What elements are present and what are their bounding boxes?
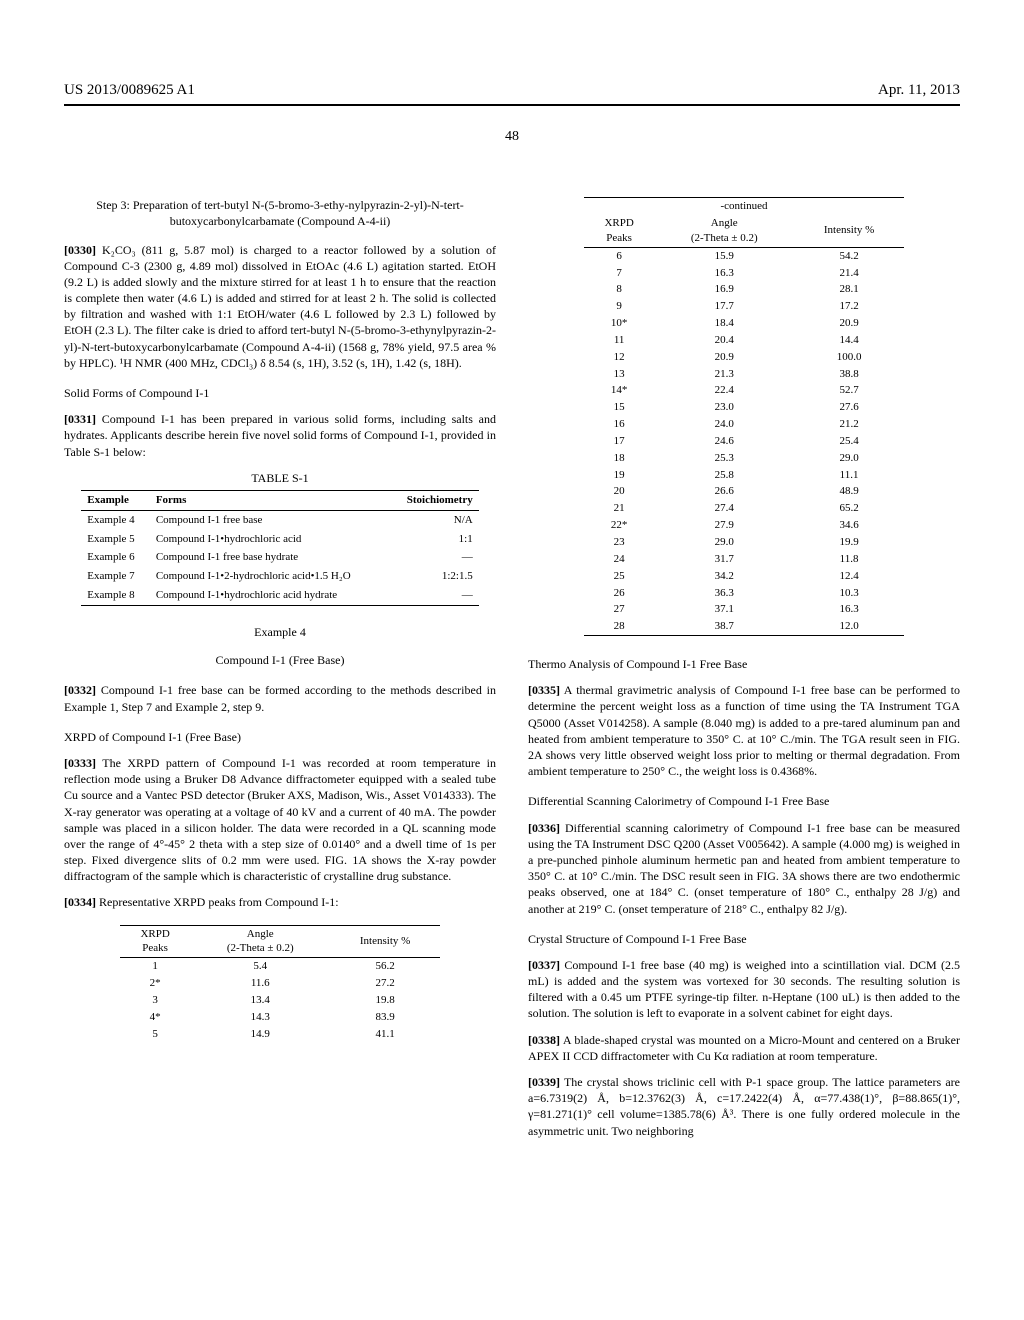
xrpd-table-part1: XRPD Peaks Angle (2-Theta ± 0.2) Intensi… (120, 925, 440, 1043)
table-row: 2737.116.3 (584, 601, 904, 618)
right-column: -continued XRPD Peaks Angle (2-Theta ± 0… (528, 197, 960, 1149)
xrpd-header-row: XRPD Peaks Angle (2-Theta ± 0.2) Intensi… (120, 925, 440, 958)
dsc-title: Differential Scanning Calorimetry of Com… (528, 793, 960, 809)
table-row: 1925.811.1 (584, 467, 904, 484)
para-0333: [0333] The XRPD pattern of Compound I-1 … (64, 755, 496, 885)
left-column: Step 3: Preparation of tert-butyl N-(5-b… (64, 197, 496, 1149)
table-row: 615.954.2 (584, 247, 904, 264)
xrpd-title: XRPD of Compound I-1 (Free Base) (64, 729, 496, 745)
table-row: 2127.465.2 (584, 500, 904, 517)
table-row: 1220.9100.0 (584, 349, 904, 366)
table-row: 816.928.1 (584, 281, 904, 298)
para-0332: [0332] Compound I-1 free base can be for… (64, 682, 496, 714)
example4-sub: Compound I-1 (Free Base) (64, 652, 496, 668)
para-0330-text: K₂CO₃ (811 g, 5.87 mol) is charged to a … (64, 243, 496, 370)
patent-page: US 2013/0089625 A1 Apr. 11, 2013 48 Step… (0, 0, 1024, 1189)
table-s1-caption: TABLE S-1 (64, 470, 496, 486)
para-num-0330: [0330] (64, 243, 96, 257)
th-example: Example (81, 490, 150, 510)
para-num-0335: [0335] (528, 683, 560, 697)
para-0335: [0335] A thermal gravimetric analysis of… (528, 682, 960, 779)
table-row: 1 5.4 56.2 (120, 958, 440, 975)
table-row: 2431.711.8 (584, 551, 904, 568)
para-num-0339: [0339] (528, 1075, 560, 1089)
example4-heading: Example 4 (64, 624, 496, 640)
th-stoich: Stoichiometry (389, 490, 479, 510)
continued-row: -continued (584, 198, 904, 215)
table-row: 2636.310.3 (584, 585, 904, 602)
para-num-0332: [0332] (64, 683, 96, 697)
table-row: 1724.625.4 (584, 433, 904, 450)
para-num-0334: [0334] (64, 895, 96, 909)
para-0330: [0330] K₂CO₃ (811 g, 5.87 mol) is charge… (64, 242, 496, 372)
para-0337-text: Compound I-1 free base (40 mg) is weighe… (528, 958, 960, 1021)
para-0337: [0337] Compound I-1 free base (40 mg) is… (528, 957, 960, 1022)
table-s1: Example Forms Stoichiometry Example 4 Co… (81, 490, 478, 606)
para-0338-text: A blade-shaped crystal was mounted on a … (528, 1033, 960, 1063)
table-row: 1624.021.2 (584, 416, 904, 433)
th-angle: Angle (2-Theta ± 0.2) (190, 925, 330, 958)
para-num-0338: [0338] (528, 1033, 560, 1047)
para-0336-text: Differential scanning calorimetry of Com… (528, 821, 960, 916)
doc-date: Apr. 11, 2013 (878, 80, 960, 100)
thermo-title: Thermo Analysis of Compound I-1 Free Bas… (528, 656, 960, 672)
table-row: 10*18.420.9 (584, 315, 904, 332)
th-forms: Forms (150, 490, 389, 510)
table-row: 2838.712.0 (584, 618, 904, 635)
table-row: 5 14.9 41.1 (120, 1026, 440, 1043)
table-row: 1825.329.0 (584, 450, 904, 467)
two-column-layout: Step 3: Preparation of tert-butyl N-(5-b… (64, 197, 960, 1149)
th-peaks: XRPD Peaks (584, 215, 654, 247)
para-0331-text: Compound I-1 has been prepared in variou… (64, 412, 496, 458)
table-row: 2* 11.6 27.2 (120, 975, 440, 992)
table-row: Example 4 Compound I-1 free base N/A (81, 510, 478, 529)
table-row: 1523.027.6 (584, 399, 904, 416)
xrpd-header-row: XRPD Peaks Angle (2-Theta ± 0.2) Intensi… (584, 215, 904, 247)
doc-number: US 2013/0089625 A1 (64, 80, 195, 100)
para-0339-text: The crystal shows triclinic cell with P-… (528, 1075, 960, 1138)
table-row: 1321.338.8 (584, 366, 904, 383)
th-angle: Angle (2-Theta ± 0.2) (654, 215, 794, 247)
para-num-0331: [0331] (64, 412, 96, 426)
table-row: 2026.648.9 (584, 483, 904, 500)
table-row: Example 6 Compound I-1 free base hydrate… (81, 548, 478, 567)
th-peaks: XRPD Peaks (120, 925, 190, 958)
para-0333-text: The XRPD pattern of Compound I-1 was rec… (64, 756, 496, 883)
para-0336: [0336] Differential scanning calorimetry… (528, 820, 960, 917)
page-number: 48 (64, 128, 960, 147)
page-header: US 2013/0089625 A1 Apr. 11, 2013 (64, 80, 960, 100)
para-0334-text: Representative XRPD peaks from Compound … (99, 895, 339, 909)
header-rule (64, 104, 960, 106)
table-row: 1120.414.4 (584, 332, 904, 349)
table-row: 2534.212.4 (584, 568, 904, 585)
para-0332-text: Compound I-1 free base can be formed acc… (64, 683, 496, 713)
solid-forms-title: Solid Forms of Compound I-1 (64, 385, 496, 401)
th-intensity: Intensity % (794, 215, 903, 247)
table-row: 14*22.452.7 (584, 382, 904, 399)
para-0338: [0338] A blade-shaped crystal was mounte… (528, 1032, 960, 1064)
para-0339: [0339] The crystal shows triclinic cell … (528, 1074, 960, 1139)
table-row: 3 13.4 19.8 (120, 992, 440, 1009)
table-row: 22*27.934.6 (584, 517, 904, 534)
table-header-row: Example Forms Stoichiometry (81, 490, 478, 510)
table-row: Example 7 Compound I-1•2-hydrochloric ac… (81, 567, 478, 586)
para-0334: [0334] Representative XRPD peaks from Co… (64, 894, 496, 910)
para-0331: [0331] Compound I-1 has been prepared in… (64, 411, 496, 460)
step3-heading: Step 3: Preparation of tert-butyl N-(5-b… (64, 197, 496, 229)
table-row: Example 8 Compound I-1•hydrochloric acid… (81, 586, 478, 605)
table-row: 716.321.4 (584, 265, 904, 282)
th-intensity: Intensity % (330, 925, 439, 958)
table-row: 4* 14.3 83.9 (120, 1009, 440, 1026)
para-num-0336: [0336] (528, 821, 560, 835)
para-num-0333: [0333] (64, 756, 96, 770)
para-num-0337: [0337] (528, 958, 560, 972)
continued-label: -continued (584, 198, 904, 215)
xrpd2-body: 615.954.2716.321.4816.928.1917.717.210*1… (584, 247, 904, 635)
para-0335-text: A thermal gravimetric analysis of Compou… (528, 683, 960, 778)
xrpd-table-part2: -continued XRPD Peaks Angle (2-Theta ± 0… (584, 197, 904, 636)
table-row: 2329.019.9 (584, 534, 904, 551)
table-row: 917.717.2 (584, 298, 904, 315)
crystal-title: Crystal Structure of Compound I-1 Free B… (528, 931, 960, 947)
table-row: Example 5 Compound I-1•hydrochloric acid… (81, 530, 478, 549)
